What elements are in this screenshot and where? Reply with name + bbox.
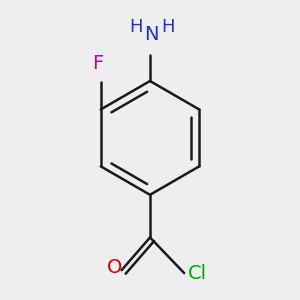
Text: H: H xyxy=(162,18,175,36)
Text: Cl: Cl xyxy=(188,263,206,283)
Text: N: N xyxy=(144,25,159,44)
Text: F: F xyxy=(92,54,104,74)
Text: H: H xyxy=(129,18,142,36)
Text: O: O xyxy=(107,258,122,277)
